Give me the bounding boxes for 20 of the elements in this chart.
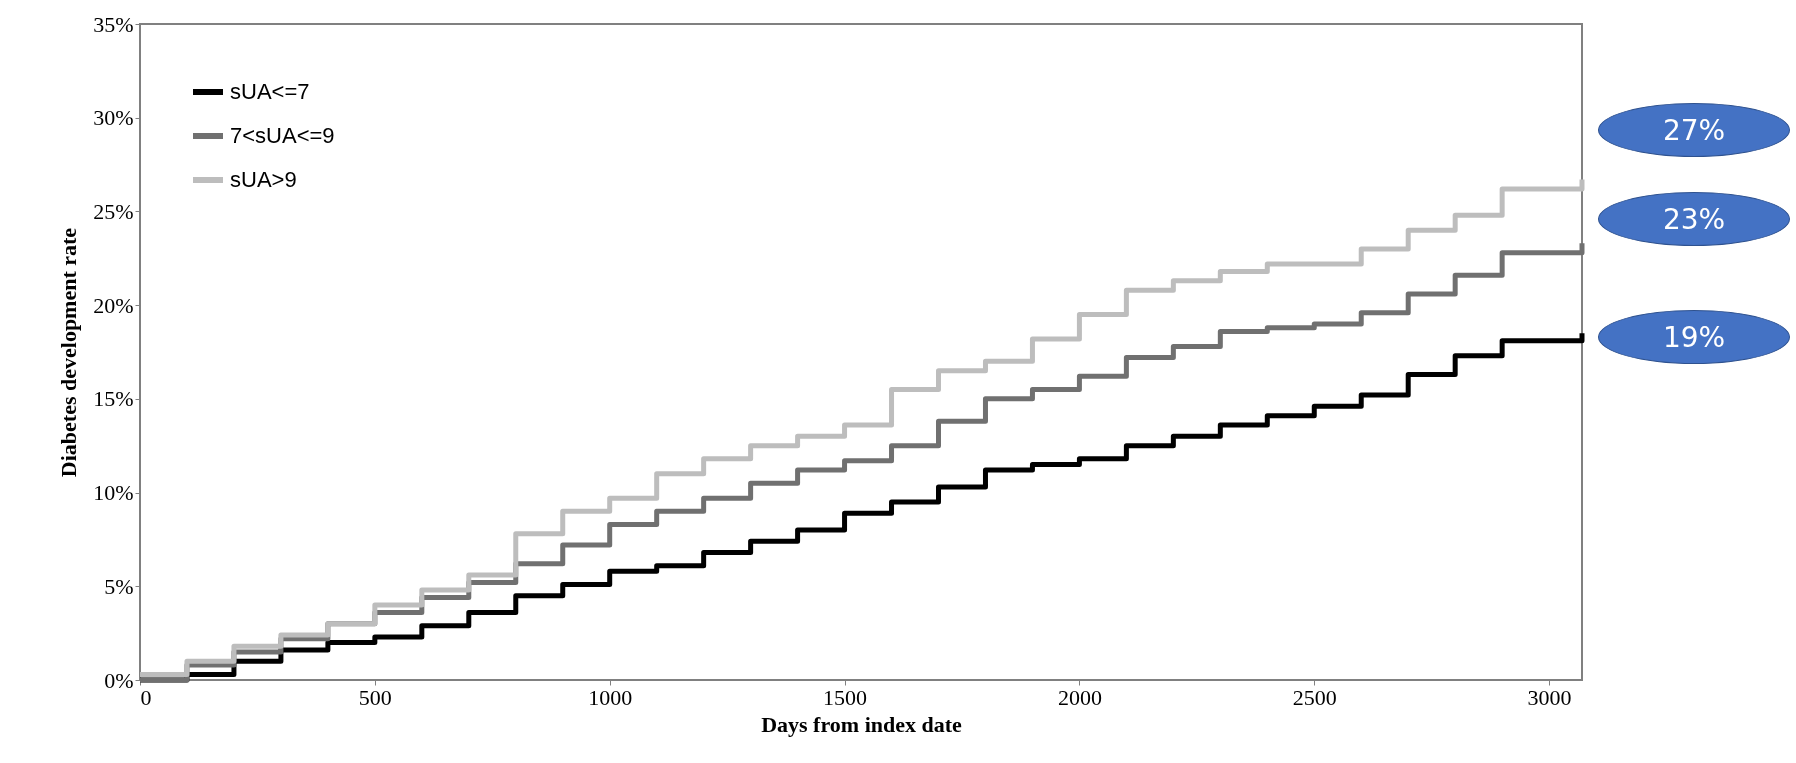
x-tick-label: 1500 (823, 684, 868, 710)
y-tick-label: 20% (93, 292, 134, 318)
y-tick-label: 25% (93, 198, 134, 224)
x-tick-label: 2500 (1292, 684, 1337, 710)
x-tick-label: 500 (358, 684, 392, 710)
y-tick-label: 35% (93, 11, 134, 37)
x-tick-label: 1000 (588, 684, 633, 710)
x-tick-label: 3000 (1527, 684, 1572, 710)
legend-label: 7<sUA<=9 (230, 123, 335, 148)
y-axis-title: Diabetes development rate (56, 227, 82, 478)
x-axis-title: Days from index date (761, 711, 963, 737)
y-tick-label: 10% (93, 480, 134, 506)
legend-label: sUA>9 (230, 167, 297, 192)
x-tick-label: 2000 (1057, 684, 1102, 710)
y-tick-label: 5% (104, 573, 134, 599)
legend-label: sUA<=7 (230, 79, 310, 104)
x-tick-label: 0 (140, 684, 152, 710)
y-tick-label: 15% (93, 386, 134, 412)
y-tick-label: 30% (93, 105, 134, 131)
y-tick-label: 0% (104, 667, 134, 693)
